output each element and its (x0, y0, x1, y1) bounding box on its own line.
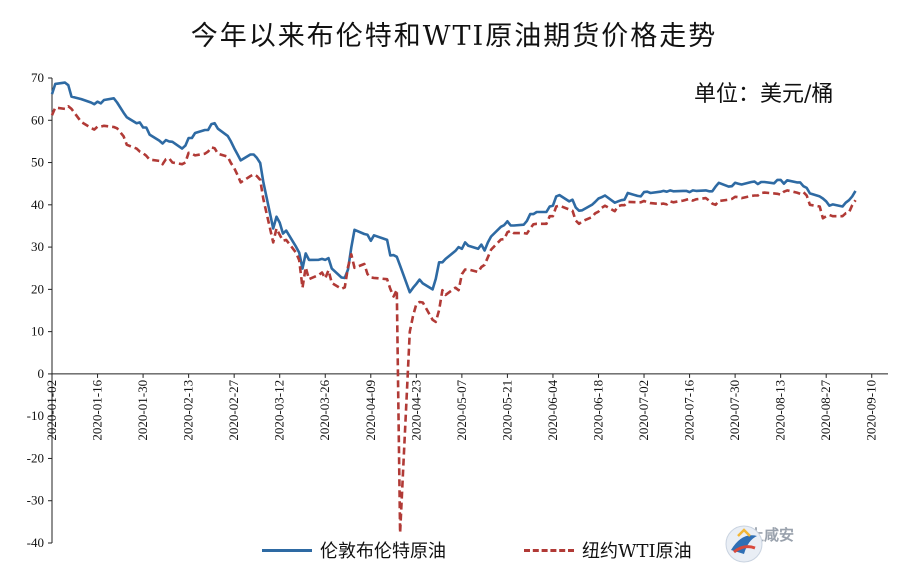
series-line-wti (50, 105, 857, 535)
y-tick-label: -40 (27, 535, 44, 550)
legend-swatch-wti (524, 548, 574, 552)
y-tick-label: 0 (38, 366, 45, 381)
x-tick-label: 2020-01-02 (44, 380, 59, 441)
y-tick-label: 20 (31, 281, 44, 296)
x-tick-label: 2020-09-10 (864, 380, 879, 441)
x-tick-label: 2020-03-12 (272, 380, 287, 441)
x-tick-label: 2020-01-16 (90, 379, 105, 440)
x-tick-label: 2020-06-18 (590, 380, 605, 441)
y-tick-label: -10 (27, 408, 44, 423)
chart-title: 今年以来布伦特和WTI原油期货价格走势 (190, 21, 718, 52)
x-tick-label: 2020-04-09 (363, 380, 378, 441)
legend-label-brent: 伦敦布伦特原油 (320, 541, 446, 562)
x-tick-label: 2020-03-26 (317, 379, 332, 440)
watermark: 云上咸安 (724, 524, 794, 563)
legend-swatch-brent (262, 548, 312, 552)
x-tick-label: 2020-05-07 (454, 379, 469, 440)
y-tick-label: 60 (31, 112, 44, 127)
x-tick-label: 2020-04-23 (408, 380, 423, 441)
y-tick-label: -20 (27, 450, 44, 465)
x-tick-label: 2020-08-27 (818, 379, 833, 440)
y-tick-label: 50 (31, 155, 44, 170)
unit-label: 单位：美元/桶 (694, 82, 834, 107)
x-tick-label: 2020-05-21 (499, 380, 514, 441)
x-tick-label: 2020-01-30 (135, 380, 150, 441)
series-line-brent (50, 81, 857, 294)
y-tick-label: 70 (31, 70, 44, 85)
y-tick-label: 10 (31, 324, 44, 339)
x-tick-label: 2020-02-27 (226, 379, 241, 440)
legend-item-wti: 纽约WTI原油 (524, 537, 692, 563)
x-tick-label: 2020-07-30 (727, 380, 742, 441)
y-tick-label: -30 (27, 493, 44, 508)
x-tick-label: 2020-02-13 (181, 380, 196, 441)
y-tick-label: 40 (31, 197, 44, 212)
legend-item-brent: 伦敦布伦特原油 (262, 537, 446, 563)
x-tick-label: 2020-07-02 (636, 380, 651, 441)
y-tick-label: 30 (31, 239, 44, 254)
legend-label-wti: 纽约WTI原油 (582, 541, 692, 562)
x-tick-label: 2020-07-16 (682, 379, 697, 440)
logo-icon (725, 525, 763, 563)
x-tick-label: 2020-08-13 (773, 380, 788, 441)
x-tick-label: 2020-06-04 (545, 379, 560, 440)
